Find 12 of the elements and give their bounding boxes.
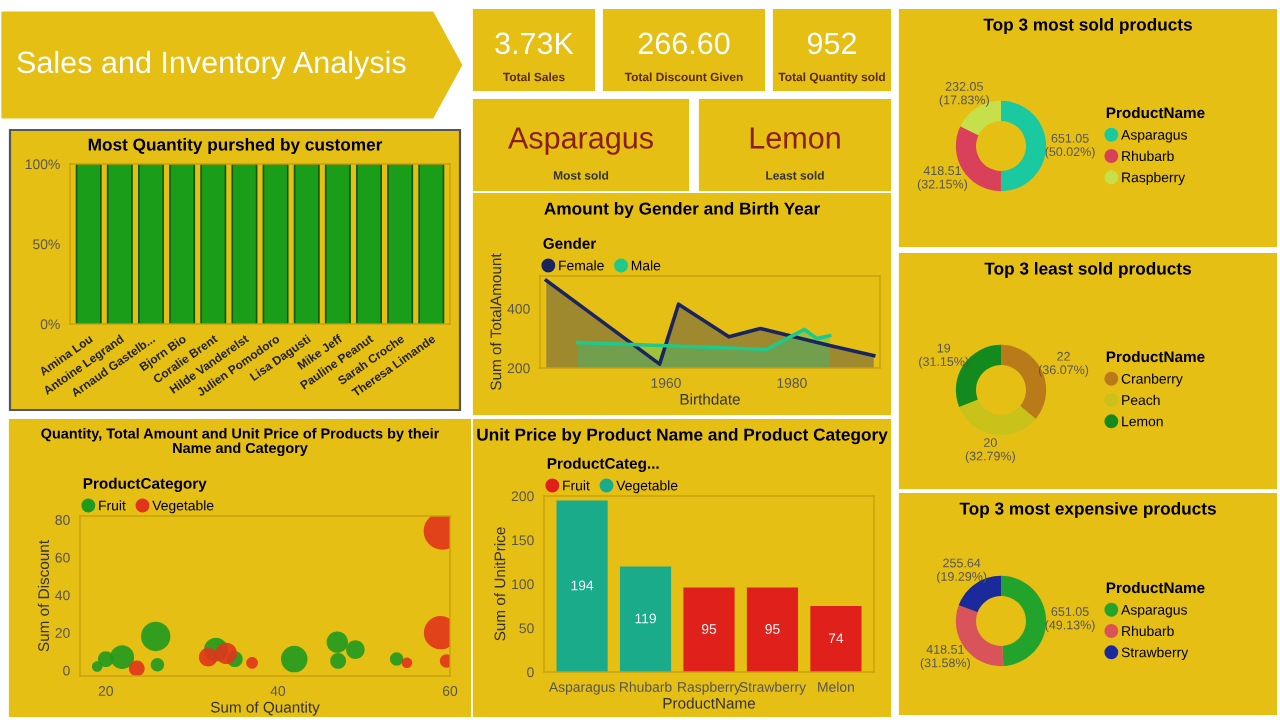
chart-title: Top 3 least sold products — [984, 262, 1191, 279]
chart-title: Top 3 most sold products — [983, 18, 1192, 35]
text: Asparagus — [508, 127, 653, 155]
text: Lemon — [750, 127, 840, 149]
chart-title: Top 3 most expensive products — [959, 502, 1216, 519]
text: 266.60 — [638, 32, 730, 55]
text: 3.73K — [495, 32, 574, 55]
text: 952 — [807, 32, 856, 55]
chart-title: Unit Price by Product Name and Product Category — [477, 428, 888, 445]
text: Sales and Inventory Analysis — [17, 50, 406, 80]
chart-title: Most Quantity purshed by customer — [88, 138, 383, 155]
chart-title: Amount by Gender and Birth Year — [544, 202, 820, 219]
